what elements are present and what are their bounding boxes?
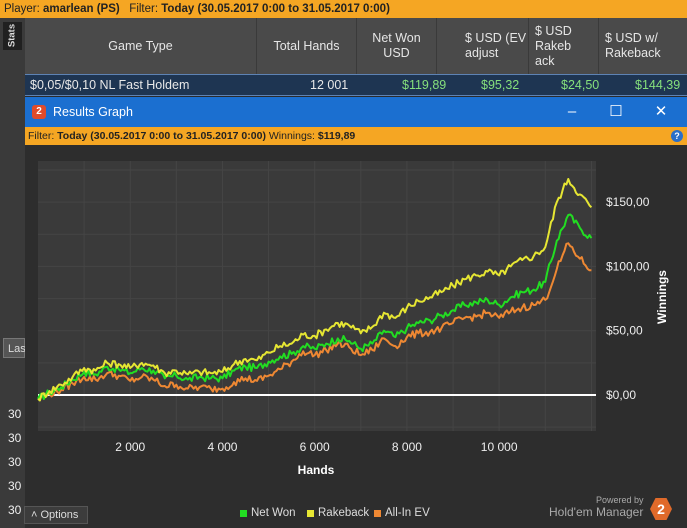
player-value[interactable]: amarlean (PS) <box>43 3 120 15</box>
x-tick-label: 10 000 <box>481 440 518 454</box>
options-button[interactable]: ˄ Options <box>24 506 88 524</box>
brand-name: Hold'em Manager <box>549 505 644 519</box>
axis-ticks: 2 000 4 000 6 000 8 000 10 000 $0,00 $50,00 $10… <box>115 195 649 454</box>
filter-label: Filter: <box>129 3 159 15</box>
column-header-game-type[interactable]: Game Type <box>25 18 257 74</box>
filter-value[interactable]: Today (30.05.2017 0:00 to 31.05.2017 0:0… <box>161 3 390 15</box>
series-line-all-in-ev <box>37 242 592 401</box>
left-list-item[interactable]: 30 <box>8 407 22 421</box>
left-list-item[interactable]: 30 <box>8 479 22 493</box>
legend-net-won[interactable]: Net Won <box>240 505 296 521</box>
y-tick-label: $100,00 <box>606 259 650 273</box>
graph-footer <box>25 502 687 528</box>
x-tick-label: 4 000 <box>207 440 237 454</box>
table-row[interactable]: $0,05/$0,10 NL Fast Holdem 12 001 $119,8… <box>25 74 687 96</box>
legend-swatch <box>240 509 247 517</box>
plot-area <box>38 161 596 431</box>
left-panel-field-label: Las <box>8 343 26 355</box>
x-tick-label: 2 000 <box>115 440 145 454</box>
maximize-button[interactable]: ☐ <box>609 103 623 120</box>
legend-label: All-In EV <box>385 507 430 519</box>
legend-swatch <box>374 509 381 517</box>
series-lines <box>37 178 593 402</box>
column-header-total-hands[interactable]: Total Hands <box>257 18 357 74</box>
graph-filter-value[interactable]: Today (30.05.2017 0:00 to 31.05.2017 0:0… <box>57 130 266 142</box>
cell-net-won: $119,89 <box>402 78 447 92</box>
graph-filter-bar: Filter: Today (30.05.2017 0:00 to 31.05.… <box>25 127 687 145</box>
cell-ev-adjusted: $95,32 <box>481 78 520 92</box>
column-header-net-won[interactable]: Net Won USD <box>357 18 437 74</box>
stats-tab-label: Stats <box>6 23 18 48</box>
series-line-rakeback <box>37 178 593 402</box>
legend-label: Net Won <box>251 507 296 519</box>
legend-rakeback[interactable]: Rakeback <box>307 505 369 521</box>
player-label: Player: <box>4 3 40 15</box>
column-header-rakeback[interactable]: $ USD Rakeb ack <box>529 18 599 74</box>
y-tick-label: $50,00 <box>606 324 643 338</box>
results-chart-svg: 2 000 4 000 6 000 8 000 10 000 $0,00 $50,00 $10… <box>37 161 669 477</box>
y-tick-label: $150,00 <box>606 195 650 209</box>
cell-usd-with-rakeback: $144,39 <box>635 78 681 92</box>
stats-tab[interactable]: Stats <box>3 22 22 50</box>
global-filter-bar: Player: amarlean (PS) Filter: Today (30.… <box>0 0 687 18</box>
winnings-label: Winnings: <box>268 130 315 142</box>
y-axis-label: Winnings <box>655 270 669 324</box>
left-side-panel <box>0 18 25 528</box>
window-titlebar[interactable]: 2 Results Graph ‒ ☐ ✕ <box>25 97 687 127</box>
column-header-usd-with-rakeback[interactable]: $ USD w/ Rakeback <box>605 31 661 60</box>
cell-game-type: $0,05/$0,10 NL Fast Holdem <box>30 78 190 92</box>
hm2-logo-icon: 2 <box>650 498 672 520</box>
minimize-button[interactable]: ‒ <box>567 103 577 120</box>
results-chart: 2 000 4 000 6 000 8 000 10 000 $0,00 $50,00 $10… <box>25 145 687 502</box>
window-title: Results Graph <box>53 105 133 119</box>
close-button[interactable]: ✕ <box>654 103 668 120</box>
x-tick-label: 8 000 <box>392 440 422 454</box>
winnings-value: $119,89 <box>317 130 356 142</box>
left-panel-field[interactable]: Las <box>3 338 26 358</box>
cell-rakeback: $24,50 <box>561 78 600 92</box>
options-label: Options <box>40 509 79 521</box>
left-list-item[interactable]: 30 <box>8 503 22 517</box>
legend-label: Rakeback <box>318 507 370 519</box>
help-icon[interactable]: ? <box>671 130 683 142</box>
stats-table-header: Game Type Total Hands Net Won USD $ USD … <box>25 18 687 74</box>
legend-swatch <box>307 509 314 517</box>
y-tick-label: $0,00 <box>606 388 636 402</box>
graph-filter-label: Filter: <box>28 130 55 142</box>
left-list-item[interactable]: 30 <box>8 431 22 445</box>
column-header-ev-adjusted[interactable]: $ USD (EV adjust <box>437 18 529 74</box>
x-axis-label: Hands <box>298 463 335 477</box>
powered-by-label: Powered by <box>596 495 644 505</box>
series-line-net-won <box>37 213 593 400</box>
x-tick-label: 6 000 <box>300 440 330 454</box>
cell-total-hands: 12 001 <box>310 78 349 92</box>
legend-all-in-ev[interactable]: All-In EV <box>374 505 430 521</box>
app-logo-icon: 2 <box>32 105 46 119</box>
left-list-item[interactable]: 30 <box>8 455 22 469</box>
chevron-up-icon: ˄ <box>31 509 38 521</box>
